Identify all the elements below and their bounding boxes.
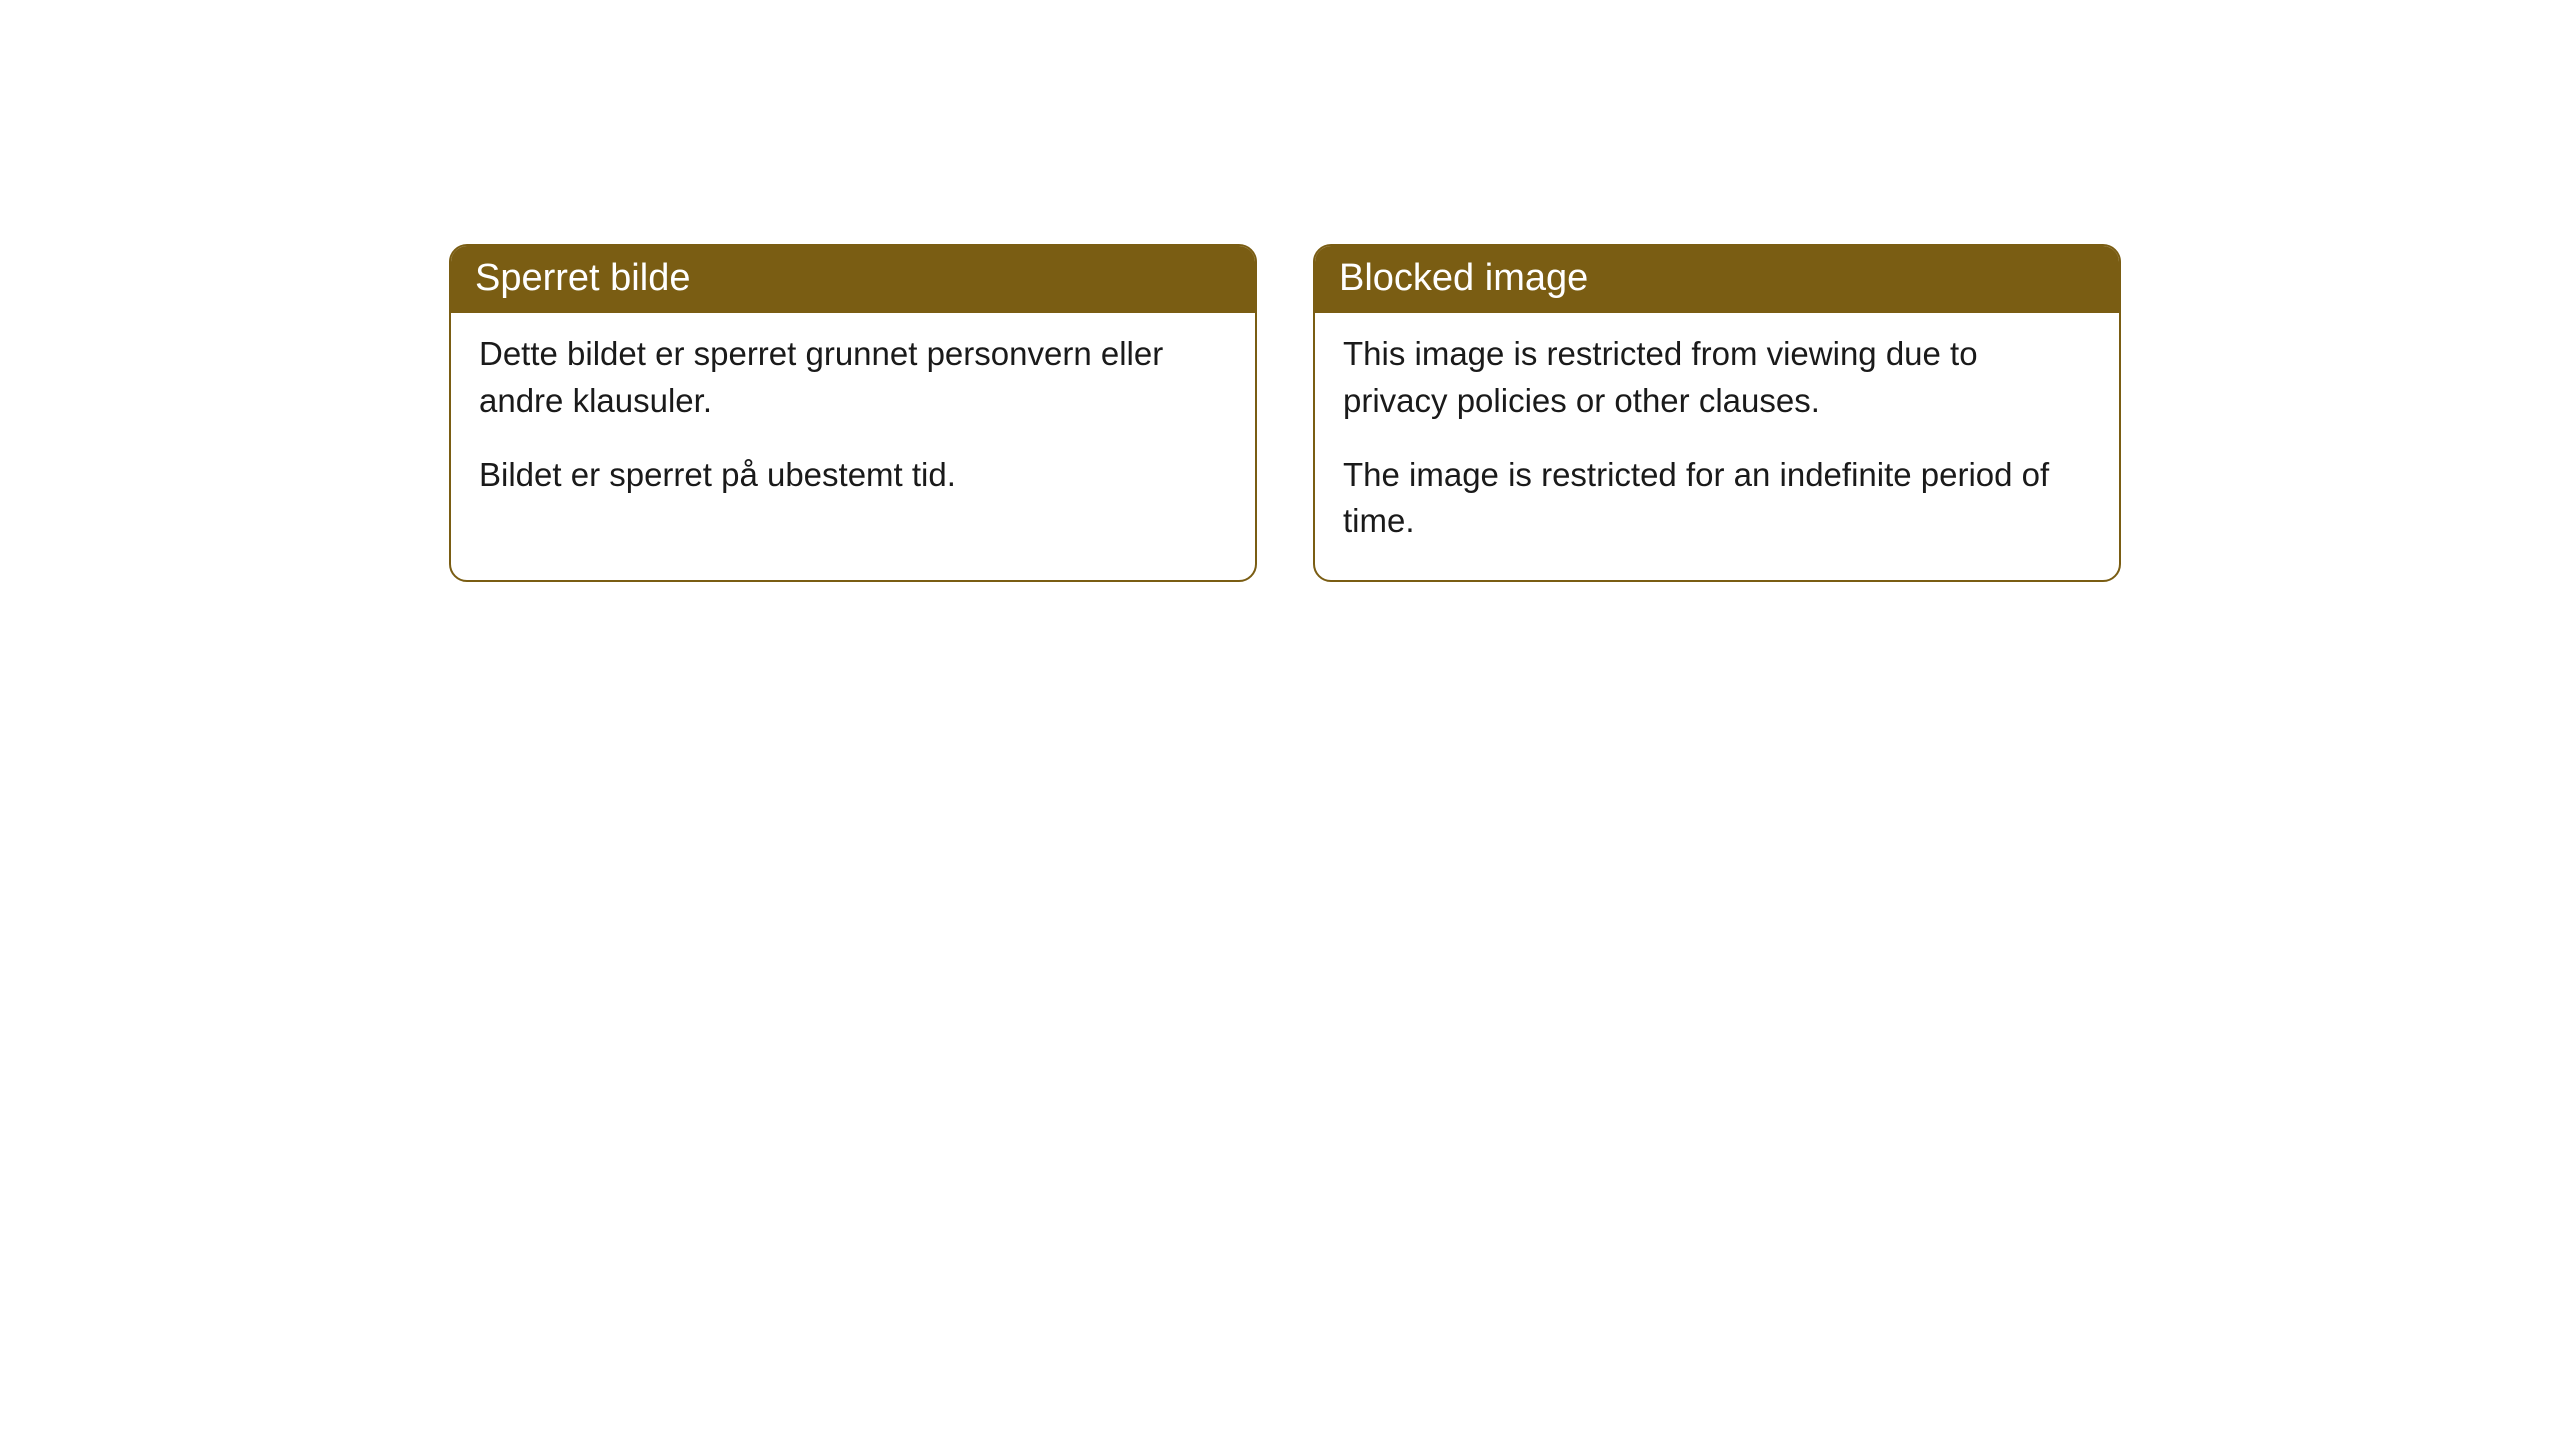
notice-para1-english: This image is restricted from viewing du… [1343,331,2091,423]
notice-card-english: Blocked image This image is restricted f… [1313,244,2121,582]
notice-body-english: This image is restricted from viewing du… [1315,313,2119,580]
notice-container: Sperret bilde Dette bildet er sperret gr… [0,0,2560,582]
notice-header-norwegian: Sperret bilde [451,246,1255,313]
notice-body-norwegian: Dette bildet er sperret grunnet personve… [451,313,1255,534]
notice-para1-norwegian: Dette bildet er sperret grunnet personve… [479,331,1227,423]
notice-para2-english: The image is restricted for an indefinit… [1343,452,2091,544]
notice-para2-norwegian: Bildet er sperret på ubestemt tid. [479,452,1227,498]
notice-card-norwegian: Sperret bilde Dette bildet er sperret gr… [449,244,1257,582]
notice-header-english: Blocked image [1315,246,2119,313]
